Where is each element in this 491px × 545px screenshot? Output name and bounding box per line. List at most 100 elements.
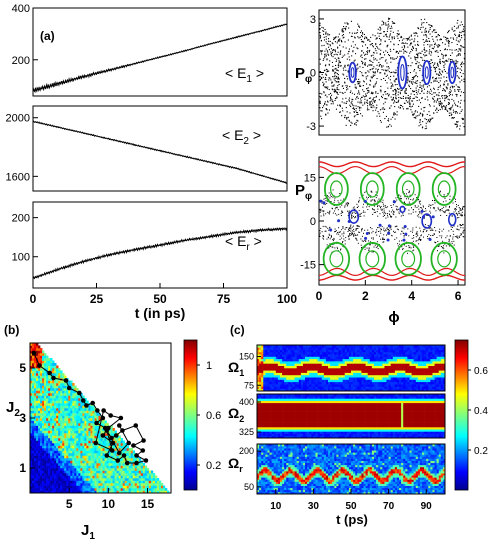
heatmap-cell [112,455,115,459]
chaotic-point [438,44,440,46]
chaotic-point [364,211,366,213]
chaotic-point [376,234,378,236]
chaotic-point [320,77,322,79]
chaotic-point [337,39,339,41]
chaotic-point [319,100,321,102]
chaotic-point [367,75,369,77]
heatmap-cell [80,465,83,469]
data-point [210,235,212,237]
chaotic-point [456,27,458,29]
chaotic-point [456,75,458,77]
heatmap-cell [82,473,85,476]
chaotic-point [381,208,383,210]
heatmap-cell [34,415,37,419]
heatmap-cell [102,440,105,444]
heatmap-cell [72,460,75,464]
heatmap-cell [34,425,37,429]
inner-point [365,232,369,236]
chaotic-point [364,98,366,100]
chaotic-point [349,86,351,88]
chaotic-point [446,209,448,211]
chaotic-point [420,217,421,219]
chaotic-point [390,41,392,43]
heatmap-cell [102,443,105,446]
chaotic-point [319,28,321,30]
heatmap-cell [34,365,37,369]
chaotic-point [400,35,402,37]
heatmap-cell [88,470,91,474]
chaotic-point [375,246,377,248]
heatmap-cell [132,475,136,479]
chaotic-point [413,237,415,239]
chaotic-point [367,105,369,107]
heatmap-cell [108,445,111,449]
heatmap-cell [50,393,53,396]
heatmap-cell [62,468,65,471]
chaotic-point [435,94,437,96]
chaotic-point [441,54,443,56]
chaotic-point [364,103,366,105]
chaotic-point [431,44,433,46]
chaotic-point [324,78,326,80]
chaotic-point [357,63,359,65]
heatmap-cell [54,430,57,434]
data-point [235,167,237,169]
heatmap-cell [106,458,109,461]
chaotic-point [380,238,382,240]
heatmap-cell [50,383,53,386]
chaotic-point [383,241,385,243]
chaotic-point [445,86,447,88]
heatmap-cell [40,403,43,406]
heatmap-cell [48,415,51,419]
chaotic-point [348,51,350,53]
chaotic-point [341,92,343,94]
resonance-island [430,241,458,276]
heatmap-cell [66,425,69,429]
chaotic-point [461,118,463,120]
chaotic-point [442,57,444,59]
chaotic-point [331,235,332,237]
chaotic-point [416,93,418,95]
heatmap-cell [74,425,77,429]
heatmap-cell [40,358,43,361]
heatmap-cell [64,445,67,449]
chaotic-point [431,26,433,28]
heatmap-cell [146,480,150,484]
chaotic-point [409,194,411,196]
chaotic-point [397,88,399,90]
heatmap-cell [72,383,75,386]
chaotic-point [336,75,338,77]
chaotic-point [376,78,378,80]
chaotic-point [386,74,388,76]
chaotic-point [416,57,418,59]
chaotic-point [336,206,338,208]
chaotic-point [388,36,390,38]
heatmap-cell [48,468,51,471]
heatmap-cell [54,420,57,424]
chaotic-point [464,114,465,116]
heatmap-cell [84,473,87,476]
chaotic-point [371,104,373,106]
chaotic-point [423,229,425,231]
heatmap-cell [140,465,144,469]
chaotic-point [437,94,439,96]
heatmap-cell [70,435,73,439]
heatmap-cell [30,403,33,406]
heatmap-cell [56,425,59,429]
heatmap-cell [40,443,43,446]
heatmap-cell [62,413,65,416]
chaotic-point [370,92,372,94]
chaotic-point [444,90,446,92]
heatmap-cell [44,483,47,486]
chaotic-point [347,70,349,72]
chaotic-point [346,117,348,119]
chaotic-point [457,67,459,69]
chaotic-point [341,233,343,235]
chaotic-point [410,93,412,95]
chaotic-point [423,110,425,112]
chaotic-point [415,91,417,93]
chaotic-point [363,210,365,212]
chaotic-point [379,53,381,55]
heatmap-cell [68,413,71,416]
heatmap-cell [98,488,101,491]
